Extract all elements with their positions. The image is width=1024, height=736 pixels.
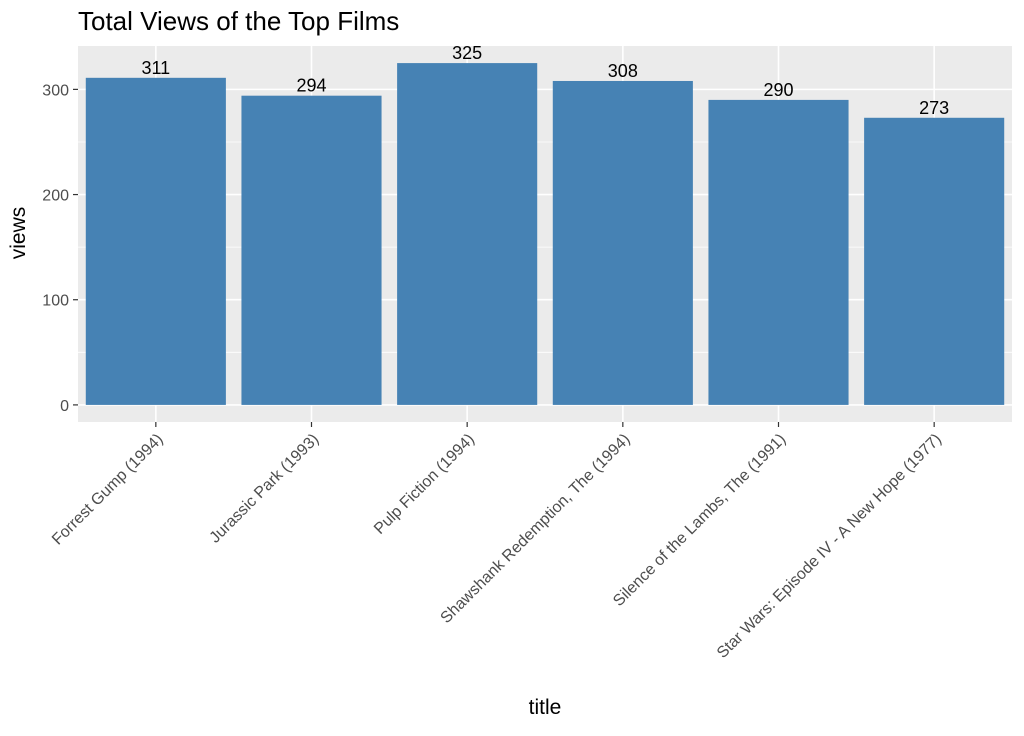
chart-title: Total Views of the Top Films — [78, 6, 399, 36]
bar — [552, 80, 693, 405]
y-tick-label: 300 — [42, 82, 69, 99]
bar-value-label: 294 — [296, 76, 326, 96]
bar — [864, 117, 1005, 405]
y-tick-label: 100 — [42, 293, 69, 310]
y-tick-label: 200 — [42, 188, 69, 205]
bar — [241, 95, 382, 405]
y-tick-label: 0 — [60, 398, 69, 415]
bar-value-label: 308 — [608, 61, 638, 81]
bar — [397, 63, 538, 405]
bar-value-label: 311 — [141, 58, 170, 78]
bar — [85, 77, 226, 405]
x-axis-title: title — [529, 696, 562, 719]
panel-background — [78, 46, 1012, 422]
y-axis-title: views — [7, 207, 30, 260]
bar-value-label: 273 — [919, 98, 949, 118]
bar-value-label: 290 — [763, 80, 793, 100]
bar — [708, 99, 849, 405]
bar-value-label: 325 — [452, 43, 482, 63]
